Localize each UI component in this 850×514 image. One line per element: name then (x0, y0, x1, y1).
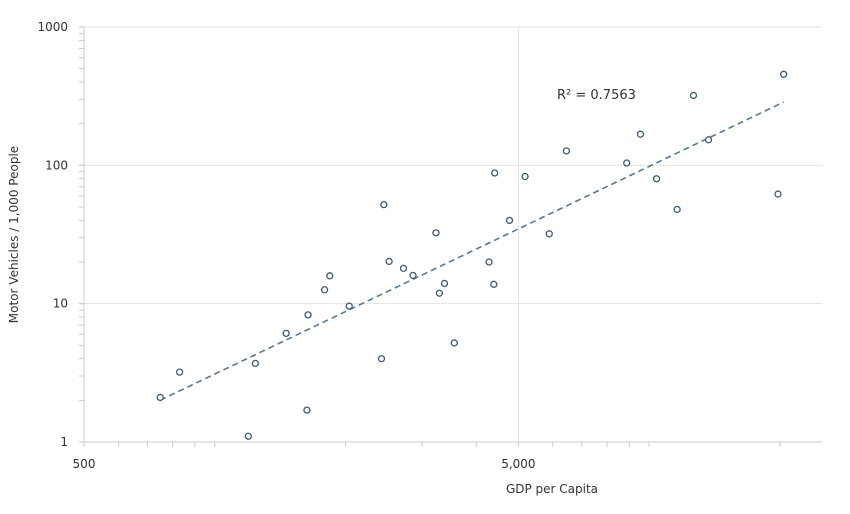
data-point (623, 159, 631, 167)
data-point (636, 130, 645, 138)
data-point (244, 432, 253, 440)
data-point (320, 286, 329, 294)
data-point (485, 258, 493, 266)
data-point (304, 311, 312, 319)
data-point (432, 229, 440, 237)
data-point (326, 272, 334, 280)
data-point (545, 230, 553, 238)
data-point (156, 393, 164, 402)
data-point (704, 136, 713, 144)
data-point (385, 257, 393, 266)
data-point (380, 200, 388, 209)
y-tick-label: 1 (60, 435, 68, 449)
data-point (409, 271, 417, 280)
trendline (159, 101, 784, 401)
y-axis-title: Motor Vehicles / 1,000 People (7, 146, 21, 323)
data-point (521, 172, 529, 181)
x-axis-title: GDP per Capita (506, 482, 598, 496)
data-point (689, 91, 698, 100)
data-point (774, 190, 782, 198)
data-point (282, 329, 290, 338)
data-point (303, 406, 311, 414)
data-point (175, 368, 184, 376)
data-point (345, 302, 353, 310)
data-point (450, 339, 458, 347)
r-squared-label: R² = 0.7563 (557, 88, 636, 103)
data-point (673, 205, 681, 214)
x-tick-label: 500 (73, 457, 96, 471)
data-point (490, 280, 498, 288)
data-point (399, 264, 408, 273)
x-tick-label: 5,000 (501, 457, 535, 471)
data-point (652, 175, 661, 183)
data-point (562, 147, 571, 155)
y-tick-label: 10 (53, 297, 68, 311)
data-point (440, 279, 449, 288)
data-point (505, 216, 514, 225)
y-tick-label: 100 (45, 158, 68, 172)
axes (79, 26, 822, 447)
data-point (251, 359, 259, 368)
grid-lines (84, 26, 822, 442)
data-point (435, 289, 444, 297)
data-point (779, 70, 788, 78)
data-points (156, 70, 788, 440)
y-tick-label: 1000 (37, 20, 68, 34)
data-point (491, 169, 499, 177)
tick-labels: 1 10 100 1000 500 5,000 (37, 20, 535, 471)
data-point (377, 355, 386, 363)
